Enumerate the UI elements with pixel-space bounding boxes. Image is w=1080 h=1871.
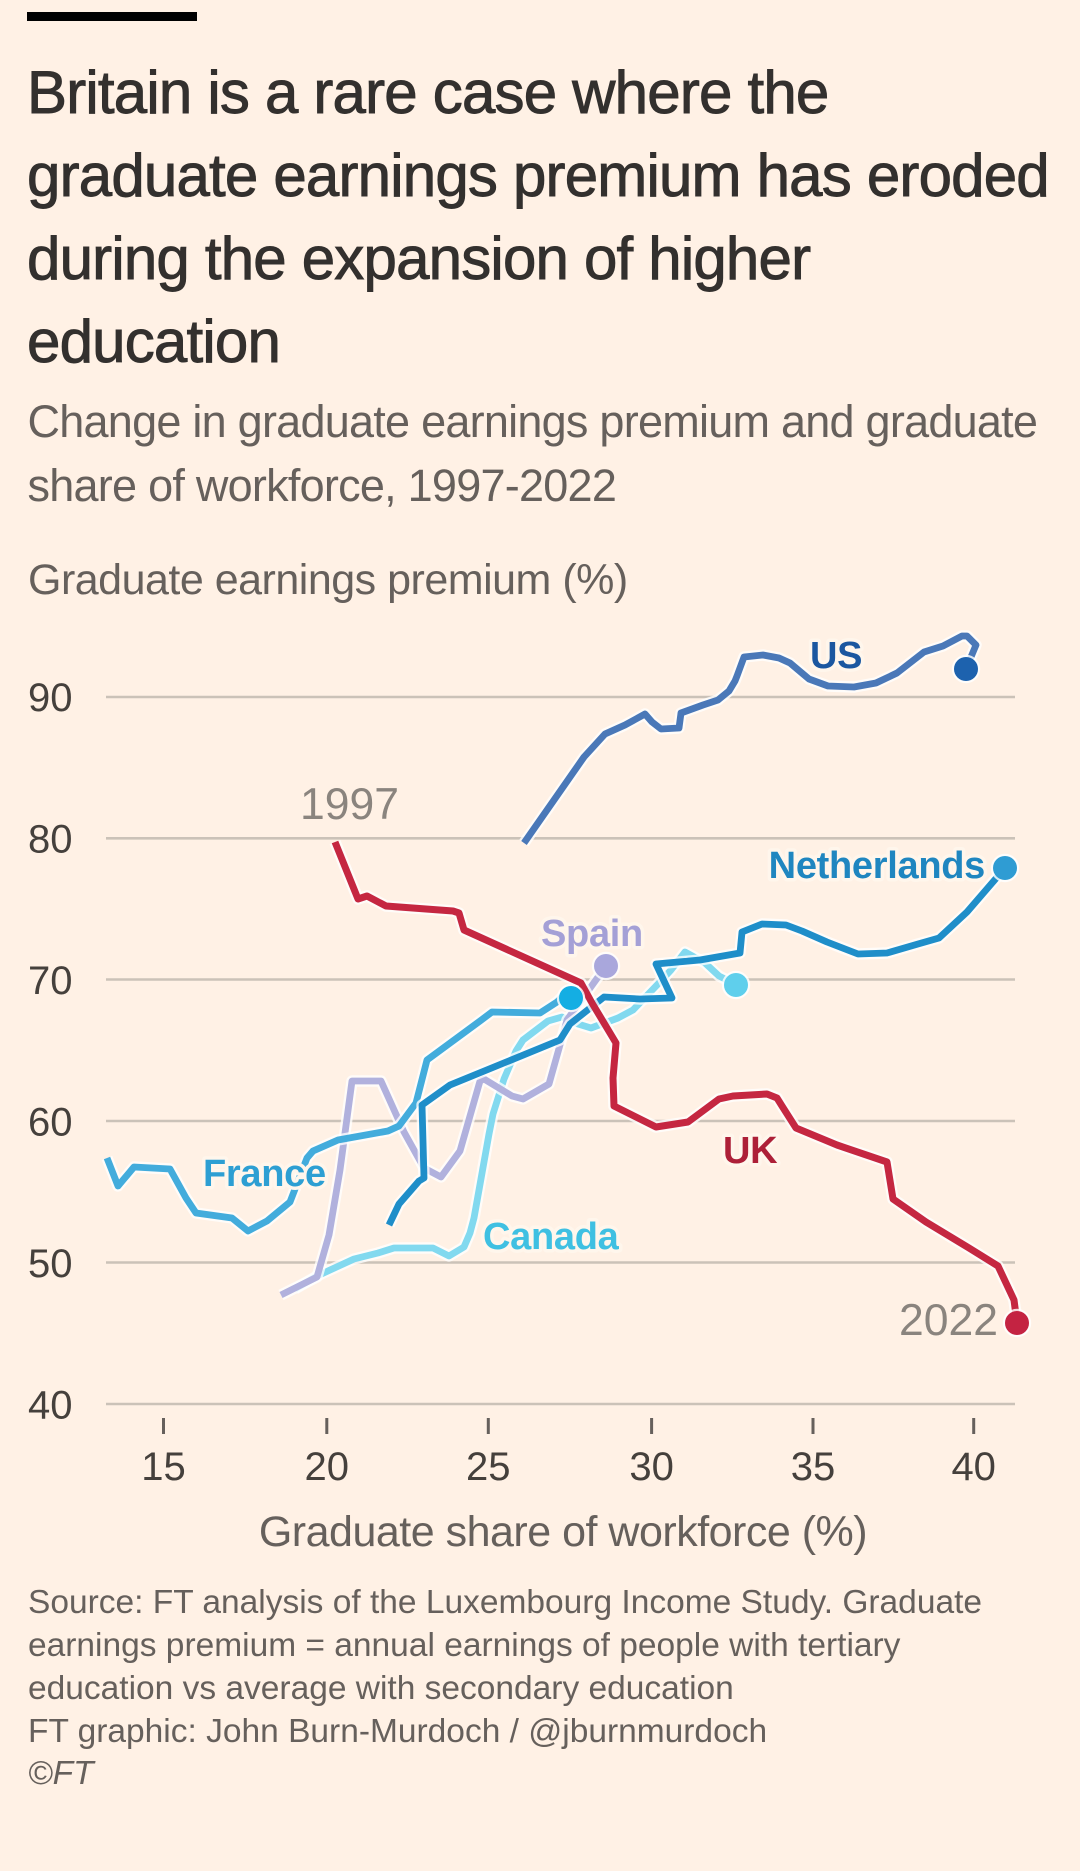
svg-text:2022: 2022 — [899, 1296, 998, 1345]
svg-text:FT graphic: John Burn-Murdoch: FT graphic: John Burn-Murdoch / @jburnmu… — [28, 1713, 767, 1750]
svg-text:40: 40 — [951, 1445, 996, 1489]
svg-text:during the expansion of higher: during the expansion of higher — [27, 225, 810, 292]
svg-text:education vs average with seco: education vs average with secondary educ… — [28, 1670, 734, 1707]
svg-text:Graduate share of workforce (%: Graduate share of workforce (%) — [259, 1508, 867, 1556]
svg-text:20: 20 — [305, 1445, 350, 1489]
svg-text:35: 35 — [791, 1445, 836, 1489]
svg-text:80: 80 — [28, 818, 73, 862]
svg-text:15: 15 — [141, 1445, 186, 1489]
svg-text:©FT: ©FT — [28, 1755, 96, 1792]
svg-text:UK: UK — [723, 1130, 778, 1172]
svg-text:Source: FT analysis of the Lux: Source: FT analysis of the Luxembourg In… — [28, 1584, 982, 1621]
svg-text:Canada: Canada — [483, 1216, 620, 1258]
svg-text:60: 60 — [28, 1101, 73, 1145]
svg-text:30: 30 — [629, 1445, 674, 1489]
svg-text:50: 50 — [28, 1242, 73, 1286]
svg-text:1997: 1997 — [300, 780, 399, 829]
svg-text:US: US — [810, 635, 862, 677]
svg-text:Spain: Spain — [541, 913, 643, 955]
svg-text:earnings premium = annual earn: earnings premium = annual earnings of pe… — [28, 1627, 901, 1664]
svg-text:Graduate earnings premium (%): Graduate earnings premium (%) — [28, 556, 628, 604]
svg-text:Britain is a rare case where t: Britain is a rare case where the — [27, 59, 828, 126]
svg-text:graduate earnings premium has: graduate earnings premium has eroded — [27, 142, 1049, 209]
svg-text:25: 25 — [466, 1445, 511, 1489]
svg-text:France: France — [203, 1153, 326, 1195]
svg-text:Change in graduate earnings pr: Change in graduate earnings premium and … — [28, 396, 1038, 447]
svg-text:70: 70 — [28, 959, 73, 1003]
svg-text:90: 90 — [28, 676, 73, 720]
svg-text:education: education — [27, 308, 280, 375]
svg-text:Netherlands: Netherlands — [769, 845, 985, 887]
svg-text:share of workforce, 1997-2022: share of workforce, 1997-2022 — [28, 460, 617, 511]
svg-text:40: 40 — [28, 1384, 73, 1428]
